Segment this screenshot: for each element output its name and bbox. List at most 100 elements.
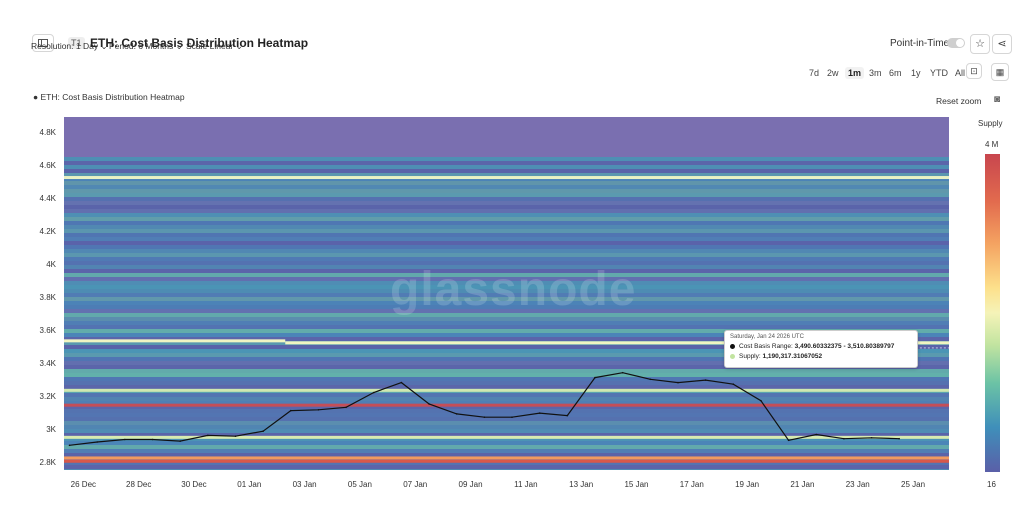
- price-point: [428, 403, 430, 405]
- y-tick-label: 2.8K: [39, 458, 56, 468]
- heatmap-row: [64, 261, 949, 265]
- y-tick-label: 4.4K: [39, 194, 56, 204]
- star-icon[interactable]: ☆: [970, 34, 990, 54]
- heatmap-row: [64, 353, 949, 357]
- heatmap-row: [64, 241, 949, 245]
- heatmap-row: [64, 257, 949, 261]
- heatmap-row: [64, 437, 949, 441]
- heatmap-row: [64, 189, 949, 193]
- price-point: [400, 381, 403, 384]
- price-point: [68, 444, 71, 447]
- heatmap-row: [64, 425, 949, 429]
- heatmap-row: [64, 305, 949, 309]
- hover-tooltip: Saturday, Jan 24 2026 UTC Cost Basis Ran…: [724, 330, 918, 368]
- tooltip-date: Saturday, Jan 24 2026 UTC: [730, 334, 804, 340]
- x-tick-label: 17 Jan: [679, 480, 704, 489]
- price-point: [843, 437, 845, 440]
- range-button-3m[interactable]: 3m: [869, 68, 882, 78]
- heatmap-row: [64, 401, 949, 405]
- heatmap-row: [64, 441, 949, 445]
- heatmap-row: [64, 141, 949, 145]
- point-in-time-label: Point-in-Time: [890, 38, 950, 49]
- range-button-1m[interactable]: 1m: [845, 67, 865, 79]
- point-in-time-toggle[interactable]: [947, 38, 965, 48]
- price-point: [732, 383, 735, 386]
- y-tick-label: 3.4K: [39, 359, 56, 369]
- x-tick-label: 01 Jan: [237, 480, 262, 489]
- heatmap-row: [64, 125, 949, 129]
- price-point: [96, 441, 98, 443]
- heatmap-row: [64, 249, 949, 253]
- heatmap-row: [64, 413, 949, 417]
- price-point: [566, 414, 569, 417]
- heatmap-row: [64, 149, 949, 153]
- heatmap-row: [64, 169, 949, 173]
- price-point: [649, 378, 652, 381]
- price-point: [815, 433, 818, 436]
- heatmap-row: [64, 129, 949, 133]
- watermark: glassnode: [390, 263, 637, 316]
- x-tick-label: 23 Jan: [845, 480, 870, 489]
- heatmap-row: [64, 469, 949, 470]
- zoom-select-icon[interactable]: ⊡: [966, 63, 982, 79]
- heatmap-row: [64, 173, 949, 177]
- y-tick-label: 3.2K: [39, 392, 56, 402]
- heatmap-row: [64, 309, 949, 313]
- sidebar-toggle-icon[interactable]: [32, 34, 54, 52]
- heatmap-row: [64, 289, 949, 293]
- price-point: [511, 416, 513, 419]
- price-point: [262, 430, 264, 433]
- heatmap-band: [64, 176, 949, 180]
- price-point: [373, 391, 375, 394]
- heatmap-row: [64, 449, 949, 453]
- heatmap-row: [64, 225, 949, 229]
- heatmap-row: [64, 357, 949, 361]
- heatmap-row: [64, 453, 949, 457]
- y-tick-label: 4K: [46, 260, 56, 270]
- heatmap-row: [64, 365, 949, 369]
- resolution-select[interactable]: Resolution: 1 Day ⌄: [31, 41, 108, 51]
- share-icon[interactable]: ⋖: [992, 34, 1012, 54]
- range-button-6m[interactable]: 6m: [889, 68, 902, 78]
- heatmap-row: [64, 373, 949, 377]
- heatmap-row: [64, 433, 949, 437]
- scale-select[interactable]: Scale Linear ⌄: [186, 41, 243, 51]
- price-point: [621, 371, 624, 374]
- heatmap-row: [64, 349, 949, 353]
- heatmap-row: [64, 409, 949, 413]
- camera-icon[interactable]: ◙: [994, 94, 1001, 105]
- heatmap-row: [64, 201, 949, 205]
- period-select[interactable]: Period: 6 Months ⌄: [109, 41, 183, 51]
- heatmap-row: [64, 209, 949, 213]
- heatmap-row: [64, 253, 949, 257]
- heatmap-row: [64, 325, 949, 329]
- heatmap-row: [64, 153, 949, 157]
- heatmap-row: [64, 269, 949, 273]
- heatmap-row: [64, 329, 949, 333]
- heatmap-row: [64, 445, 949, 449]
- x-tick-label: 13 Jan: [569, 480, 594, 489]
- range-button-ytd[interactable]: YTD: [930, 68, 948, 78]
- heatmap-row: [64, 161, 949, 165]
- calendar-icon[interactable]: ▦: [991, 63, 1009, 81]
- heatmap-row: [64, 157, 949, 161]
- heatmap-plot[interactable]: [64, 117, 949, 470]
- range-button-1y[interactable]: 1y: [911, 68, 921, 78]
- heatmap-band: [64, 435, 949, 439]
- heatmap-row: [64, 461, 949, 465]
- color-scale-title: Supply: [978, 119, 1003, 128]
- x-tick-label: 09 Jan: [458, 480, 483, 489]
- range-button-7d[interactable]: 7d: [809, 68, 820, 78]
- range-button-all[interactable]: All: [955, 68, 966, 78]
- reset-zoom-button[interactable]: Reset zoom: [936, 96, 982, 106]
- heatmap-row: [64, 181, 949, 185]
- tooltip-supply-row: Supply: 1,190,317.31067052: [730, 353, 822, 360]
- heatmap-row: [64, 333, 949, 337]
- chart-header: T1 ETH: Cost Basis Distribution Heatmap …: [22, 26, 1016, 60]
- price-point: [594, 376, 596, 379]
- heatmap-row: [64, 321, 949, 325]
- heatmap-row: [64, 193, 949, 197]
- legend-entry[interactable]: ● ETH: Cost Basis Distribution Heatmap: [33, 92, 185, 102]
- heatmap-row: [64, 273, 949, 277]
- range-button-2w[interactable]: 2w: [827, 68, 839, 78]
